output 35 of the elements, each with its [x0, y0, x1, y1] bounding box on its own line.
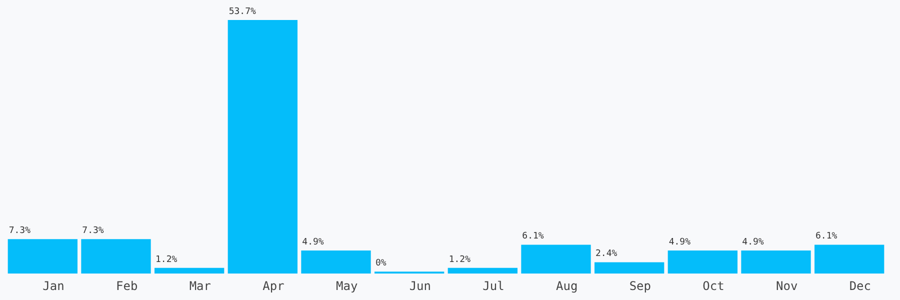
x-tick-label: May [336, 278, 358, 293]
x-tick-label: Mar [189, 278, 212, 293]
bar [81, 239, 151, 274]
x-tick-label: Feb [116, 278, 138, 293]
bar [228, 20, 298, 274]
bar [448, 268, 518, 274]
bar [741, 250, 811, 274]
data-label: 6.1% [816, 232, 838, 242]
x-tick-label: Jul [482, 278, 504, 293]
bar [814, 244, 884, 274]
data-label: 7.3% [82, 226, 104, 236]
data-label: 1.2% [156, 254, 178, 265]
x-tick-label: Jun [409, 278, 432, 293]
x-tick-label: Sep [629, 278, 652, 293]
data-label: 53.7% [228, 6, 257, 17]
bar [8, 239, 78, 274]
x-tick-label: Aug [556, 278, 578, 293]
data-label: 4.9% [302, 237, 324, 248]
bar [301, 250, 371, 274]
bar [521, 244, 591, 274]
data-label: 4.9% [742, 237, 764, 248]
data-label: 6.1% [522, 232, 544, 242]
x-tick-label: Nov [776, 278, 798, 293]
bar [594, 262, 664, 274]
data-label: 4.9% [668, 237, 692, 248]
bar [154, 268, 224, 274]
data-label: 2.4% [596, 249, 618, 260]
x-tick-label: Oct [702, 278, 724, 293]
data-label: 1.2% [448, 254, 472, 265]
x-tick-label: Dec [849, 278, 872, 293]
data-label: 7.3% [8, 226, 32, 236]
data-label: 0% [376, 258, 387, 268]
x-tick-label: Apr [262, 278, 284, 293]
bar [668, 250, 738, 274]
x-tick-label: Jan [42, 278, 64, 293]
